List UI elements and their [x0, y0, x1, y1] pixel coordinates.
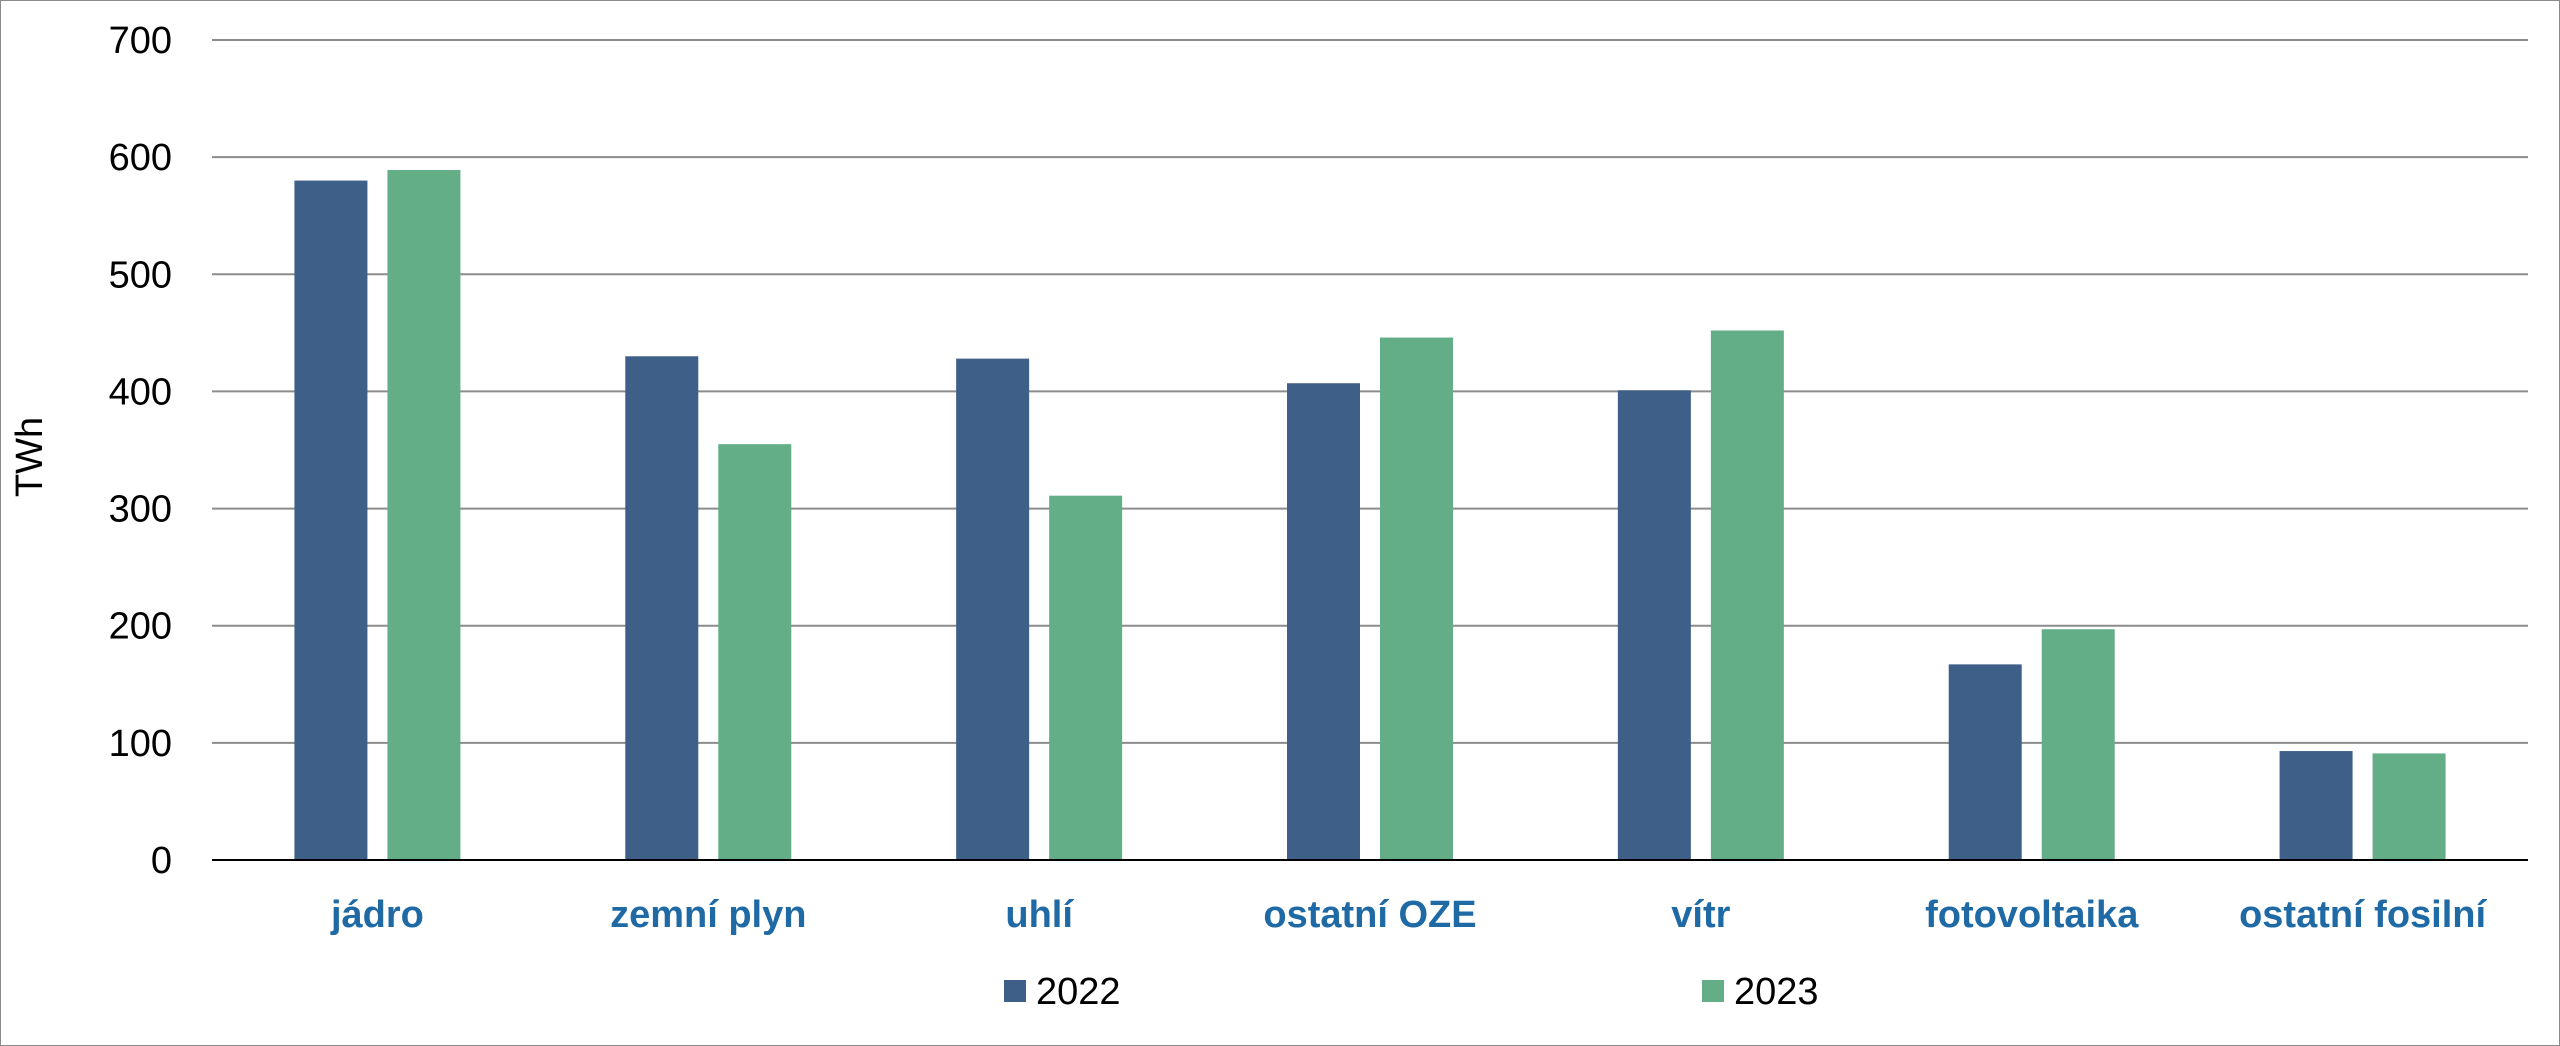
y-tick-label: 500 [109, 254, 172, 296]
y-axis-title: TWh [9, 417, 51, 497]
bar-2022 [1287, 383, 1360, 860]
bar-2023 [1710, 330, 1784, 860]
legend: 2022 2023 [1004, 971, 1819, 1013]
legend-swatch [1004, 980, 1026, 1002]
y-tick-label: 600 [109, 137, 172, 179]
bar-2023 [387, 170, 461, 860]
gridlines [212, 39, 2528, 744]
legend-label: 2022 [1036, 971, 1121, 1013]
bar-2022 [956, 358, 1030, 860]
legend-swatch [1702, 980, 1724, 1002]
x-tick-label: jádro [330, 894, 424, 936]
x-tick-label: vítr [1671, 894, 1730, 936]
legend-label: 2023 [1734, 971, 1819, 1013]
x-tick-label: uhlí [1005, 894, 1074, 936]
bar-2022 [625, 356, 699, 860]
x-tick-label: ostatní OZE [1263, 894, 1476, 936]
bar-2022 [1617, 390, 1691, 860]
x-tick-label: ostatní fosilní [2239, 894, 2487, 936]
x-tick-label: zemní plyn [610, 894, 806, 936]
bar-2022 [1948, 664, 2022, 860]
y-tick-label: 0 [151, 840, 172, 882]
y-tick-label: 100 [109, 723, 172, 765]
bar-2023 [2372, 753, 2446, 860]
bars [294, 170, 2446, 861]
y-tick-label: 300 [109, 489, 172, 531]
bar-2023 [2041, 629, 2115, 860]
bar-2023 [718, 444, 792, 860]
x-axis-labels: jádro zemní plyn uhlí ostatní OZE vítr fotovo… [330, 894, 2488, 936]
bar-2023 [1049, 495, 1123, 860]
bar-2022 [2279, 751, 2353, 860]
bar-2022 [294, 180, 368, 861]
y-tick-label: 700 [109, 20, 172, 62]
y-tick-label: 400 [109, 371, 172, 413]
y-tick-label: 200 [109, 606, 172, 648]
bar-2023 [1380, 337, 1453, 860]
x-tick-label: fotovoltaika [1925, 894, 2139, 936]
y-axis-ticks: 0 100 200 300 400 500 600 700 [109, 20, 172, 882]
